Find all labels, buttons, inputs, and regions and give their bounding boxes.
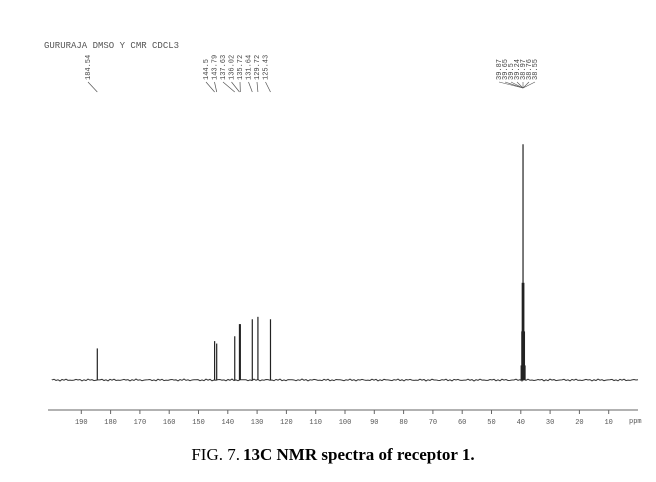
- x-tick-label: 130: [251, 419, 264, 427]
- peak-label: 131.64: [246, 55, 254, 80]
- x-tick-label: 50: [487, 419, 495, 427]
- leader-line: [522, 81, 536, 89]
- peak-label: 38.97: [520, 59, 528, 80]
- leader-line: [510, 81, 524, 89]
- peak-label: 39.87: [496, 59, 504, 80]
- leader-line: [516, 81, 524, 89]
- peak-label: 184.54: [85, 55, 93, 80]
- leader-line: [222, 81, 235, 93]
- baseline: [51, 378, 639, 382]
- x-tick-label: 100: [339, 419, 352, 427]
- peak-label: 38.55: [532, 59, 540, 80]
- x-tick-label: 180: [104, 419, 117, 427]
- leader-line: [256, 81, 259, 93]
- peak-label: 135.72: [237, 55, 245, 80]
- leader-line: [205, 81, 215, 93]
- peak-label: 143.79: [212, 55, 220, 80]
- leader-line: [231, 81, 240, 93]
- peak-label: 38.76: [526, 59, 534, 80]
- x-axis-label: ppm: [629, 418, 642, 426]
- leader-line: [522, 81, 530, 89]
- x-tick-label: 110: [309, 419, 322, 427]
- x-tick-label: 150: [192, 419, 205, 427]
- chart-title: GURURAJA DMSO Y CMR CDCL3: [44, 41, 179, 51]
- caption-label: FIG. 7.: [191, 445, 240, 464]
- peak-label: 136.02: [229, 55, 237, 80]
- x-tick-label: 120: [280, 419, 293, 427]
- x-tick-label: 70: [429, 419, 437, 427]
- x-tick-label: 40: [517, 419, 525, 427]
- x-tick-label: 80: [399, 419, 407, 427]
- peak-label: 39.5: [508, 63, 516, 80]
- peak-label: 39.65: [502, 59, 510, 80]
- leader-line: [248, 81, 253, 93]
- x-tick-label: 170: [134, 419, 147, 427]
- x-tick-label: 90: [370, 419, 378, 427]
- peak-label: 125.43: [263, 55, 271, 80]
- leader-line: [504, 81, 524, 89]
- caption-text: 13C NMR spectra of receptor 1.: [243, 445, 475, 464]
- peak-label: 129.72: [254, 55, 262, 80]
- leader-line: [265, 81, 271, 93]
- peak-label: 137.63: [220, 55, 228, 80]
- x-tick-label: 10: [604, 419, 612, 427]
- leader-line: [87, 81, 98, 93]
- peak-label: 144.5: [203, 59, 211, 80]
- leader-line: [498, 81, 524, 89]
- x-tick-label: 60: [458, 419, 466, 427]
- leader-line: [214, 81, 218, 93]
- peak-label: 39.24: [514, 59, 522, 80]
- x-tick-label: 160: [163, 419, 176, 427]
- x-tick-label: 20: [575, 419, 583, 427]
- x-tick-label: 190: [75, 419, 88, 427]
- x-tick-label: 140: [221, 419, 234, 427]
- x-tick-label: 30: [546, 419, 554, 427]
